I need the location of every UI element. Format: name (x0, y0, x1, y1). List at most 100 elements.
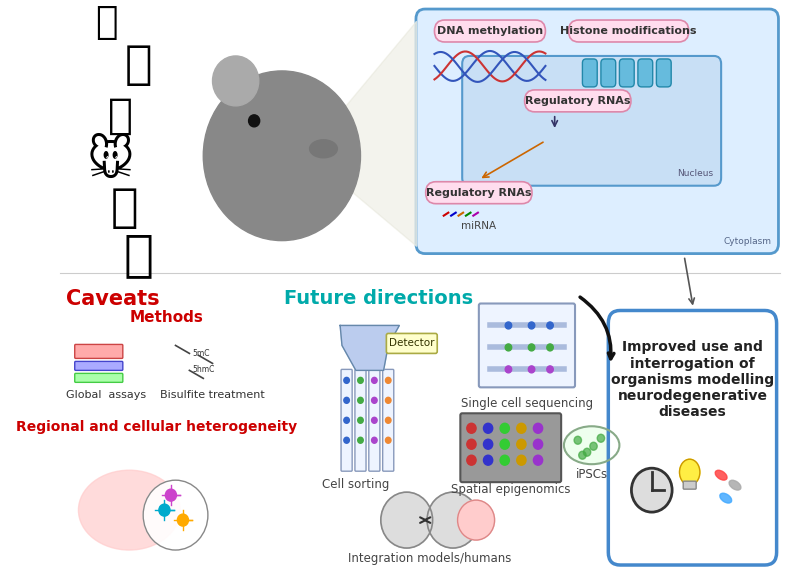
FancyBboxPatch shape (416, 9, 779, 254)
FancyBboxPatch shape (368, 370, 380, 471)
Circle shape (159, 504, 170, 516)
Circle shape (386, 378, 391, 383)
FancyBboxPatch shape (75, 344, 123, 358)
FancyBboxPatch shape (383, 370, 394, 471)
Circle shape (517, 455, 526, 465)
Circle shape (505, 322, 512, 329)
Circle shape (372, 378, 377, 383)
FancyBboxPatch shape (601, 59, 615, 87)
Circle shape (484, 423, 492, 433)
Text: iPSCs: iPSCs (576, 468, 608, 481)
Polygon shape (340, 325, 399, 370)
Circle shape (500, 439, 510, 449)
Circle shape (547, 366, 553, 373)
Circle shape (517, 423, 526, 433)
FancyBboxPatch shape (525, 90, 631, 112)
Text: miRNA: miRNA (462, 221, 496, 231)
Circle shape (484, 455, 492, 465)
Text: Cell sorting: Cell sorting (322, 478, 390, 491)
FancyBboxPatch shape (479, 304, 575, 387)
Text: DNA methylation: DNA methylation (437, 26, 543, 36)
FancyBboxPatch shape (656, 59, 671, 87)
FancyBboxPatch shape (435, 20, 545, 42)
Text: 🐁: 🐁 (111, 186, 138, 231)
Circle shape (427, 492, 479, 548)
Text: Bisulfite treatment: Bisulfite treatment (160, 390, 265, 401)
FancyBboxPatch shape (638, 59, 653, 87)
FancyBboxPatch shape (569, 20, 689, 42)
FancyBboxPatch shape (619, 59, 634, 87)
Circle shape (386, 437, 391, 444)
FancyBboxPatch shape (426, 182, 532, 203)
Circle shape (484, 439, 492, 449)
Text: 🪱: 🪱 (95, 5, 118, 41)
Circle shape (529, 366, 535, 373)
Circle shape (500, 455, 510, 465)
Circle shape (166, 489, 177, 501)
FancyBboxPatch shape (341, 370, 352, 471)
Circle shape (505, 366, 512, 373)
Circle shape (467, 423, 476, 433)
Circle shape (386, 417, 391, 423)
Text: Global  assays: Global assays (66, 390, 146, 401)
FancyBboxPatch shape (75, 362, 123, 370)
Ellipse shape (309, 140, 338, 158)
Circle shape (344, 437, 350, 444)
Circle shape (631, 468, 672, 512)
Circle shape (578, 451, 586, 459)
Circle shape (505, 344, 512, 351)
Circle shape (467, 439, 476, 449)
Text: Nucleus: Nucleus (678, 168, 714, 178)
Text: Future directions: Future directions (284, 289, 473, 308)
Circle shape (372, 437, 377, 444)
Text: Caveats: Caveats (66, 289, 160, 308)
FancyBboxPatch shape (387, 333, 437, 354)
Circle shape (344, 417, 350, 423)
Circle shape (357, 378, 363, 383)
Ellipse shape (729, 480, 741, 490)
Circle shape (500, 423, 510, 433)
Ellipse shape (564, 426, 619, 464)
Circle shape (517, 439, 526, 449)
Circle shape (372, 417, 377, 423)
Text: Cytoplasm: Cytoplasm (723, 237, 771, 246)
Circle shape (372, 397, 377, 403)
Text: 5hmC: 5hmC (193, 366, 215, 374)
Ellipse shape (78, 470, 180, 550)
Circle shape (533, 455, 543, 465)
Circle shape (574, 436, 581, 444)
Circle shape (533, 439, 543, 449)
Circle shape (529, 322, 535, 329)
Text: Methods: Methods (129, 311, 204, 325)
FancyBboxPatch shape (460, 413, 561, 482)
Circle shape (357, 397, 363, 403)
Circle shape (357, 417, 363, 423)
Ellipse shape (715, 470, 727, 480)
Ellipse shape (679, 459, 700, 485)
Text: Regulatory RNAs: Regulatory RNAs (426, 188, 532, 198)
Circle shape (381, 492, 432, 548)
Text: 🐒: 🐒 (124, 231, 154, 280)
Circle shape (533, 423, 543, 433)
Circle shape (547, 322, 553, 329)
Text: 🐟: 🐟 (107, 95, 133, 137)
FancyBboxPatch shape (355, 370, 366, 471)
Text: Regulatory RNAs: Regulatory RNAs (525, 96, 630, 106)
Text: Integration models/humans: Integration models/humans (348, 552, 511, 565)
FancyBboxPatch shape (582, 59, 597, 87)
FancyBboxPatch shape (75, 374, 123, 382)
Text: Improved use and
interrogation of
organisms modelling
neurodegenerative
diseases: Improved use and interrogation of organi… (611, 340, 774, 419)
Circle shape (583, 448, 591, 456)
Circle shape (357, 437, 363, 444)
Circle shape (529, 344, 535, 351)
Text: 🐭: 🐭 (87, 140, 135, 185)
Text: Spatial epigenomics: Spatial epigenomics (451, 483, 570, 496)
Circle shape (204, 71, 361, 241)
Text: 5mC: 5mC (193, 350, 210, 358)
Text: Histone modifications: Histone modifications (560, 26, 697, 36)
Circle shape (178, 514, 189, 526)
Circle shape (547, 344, 553, 351)
Text: 🦟: 🦟 (125, 44, 152, 88)
Circle shape (467, 455, 476, 465)
Circle shape (458, 500, 495, 540)
